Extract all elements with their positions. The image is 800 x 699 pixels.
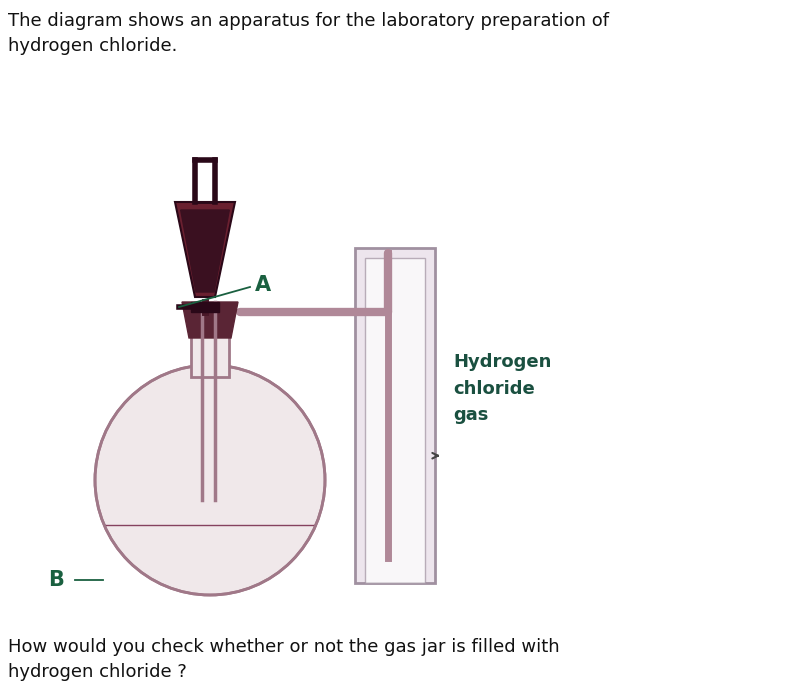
Polygon shape bbox=[182, 302, 238, 338]
Text: B: B bbox=[48, 570, 64, 590]
Text: Hydrogen
chloride
gas: Hydrogen chloride gas bbox=[453, 353, 551, 424]
Bar bbox=[355, 248, 435, 583]
Polygon shape bbox=[175, 202, 235, 297]
Text: The diagram shows an apparatus for the laboratory preparation of
hydrogen chlori: The diagram shows an apparatus for the l… bbox=[8, 12, 609, 55]
Polygon shape bbox=[181, 210, 230, 292]
Text: A: A bbox=[255, 275, 271, 295]
Bar bbox=[365, 258, 425, 583]
Text: How would you check whether or not the gas jar is filled with
hydrogen chloride : How would you check whether or not the g… bbox=[8, 638, 560, 681]
Bar bbox=[191, 310, 229, 377]
Bar bbox=[191, 302, 219, 312]
Circle shape bbox=[95, 365, 325, 595]
